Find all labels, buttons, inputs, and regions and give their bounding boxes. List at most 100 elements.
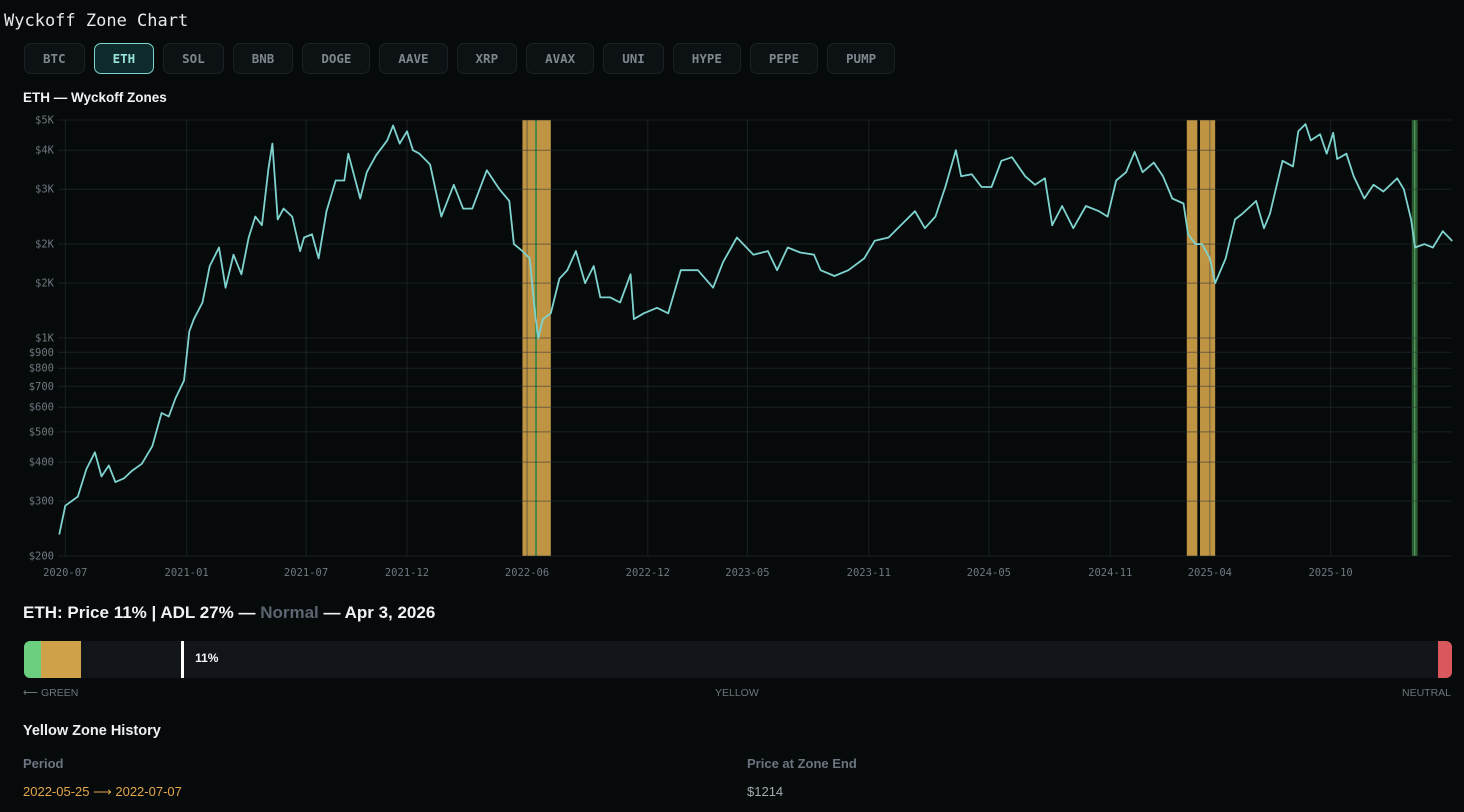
history-row-price: $1214 — [747, 784, 784, 799]
price-point — [1336, 158, 1339, 160]
tab-pepe[interactable]: PEPE — [749, 43, 819, 74]
price-point — [168, 415, 170, 418]
price-point — [325, 210, 328, 213]
price-point — [201, 301, 204, 304]
price-point — [1201, 243, 1203, 245]
price-point — [833, 275, 836, 277]
price-point — [980, 186, 983, 188]
gauge-value-label: 11% — [195, 651, 219, 665]
price-point — [508, 200, 511, 202]
price-point — [1098, 210, 1100, 213]
price-point — [94, 451, 96, 454]
coin-tab-bar: BTC ETH SOL BNB DOGE AAVE XRP AVAX UNI HYPE PEPE PU… — [24, 43, 896, 74]
price-point — [813, 253, 815, 256]
price-point — [897, 227, 899, 229]
price-point — [513, 243, 515, 245]
gauge-green-segment — [24, 641, 42, 678]
price-point — [1182, 202, 1185, 205]
price-point — [232, 253, 235, 256]
price-point — [1403, 188, 1405, 190]
price-point — [140, 463, 143, 465]
price-point — [534, 312, 536, 315]
price-point — [679, 269, 682, 271]
price-point — [151, 445, 154, 447]
y-tick-label: $400 — [29, 457, 54, 469]
x-tick-label: 2023-11 — [847, 567, 891, 579]
history-col-price: Price at Zone End — [747, 756, 857, 771]
price-point — [1153, 161, 1155, 164]
price-point — [193, 318, 195, 320]
price-point — [282, 207, 285, 210]
price-point — [1209, 257, 1211, 260]
price-point — [1106, 215, 1109, 218]
price-point — [914, 210, 916, 213]
tab-eth[interactable]: ETH — [93, 43, 155, 74]
y-tick-label: $300 — [29, 496, 54, 508]
price-point — [1269, 213, 1271, 215]
price-point — [599, 296, 602, 299]
x-tick-label: 2021-07 — [284, 567, 328, 579]
price-point — [1061, 205, 1063, 207]
price-point — [633, 318, 635, 320]
price-point — [440, 215, 443, 218]
price-point — [76, 495, 79, 498]
price-point — [863, 257, 865, 260]
y-tick-label: $2K — [35, 239, 55, 251]
price-point — [107, 464, 110, 467]
x-tick-label: 2020-07 — [43, 567, 87, 579]
price-point — [1224, 257, 1227, 260]
price-point — [592, 265, 595, 267]
price-point — [311, 233, 313, 236]
price-point — [629, 273, 632, 276]
price-point — [392, 124, 394, 127]
price-point — [418, 152, 421, 155]
x-tick-label: 2025-10 — [1308, 567, 1352, 579]
price-point — [1162, 175, 1164, 178]
price-point — [406, 130, 408, 133]
tab-sol[interactable]: SOL — [163, 43, 224, 74]
price-point — [174, 397, 177, 400]
tab-xrp[interactable]: XRP — [456, 43, 518, 74]
price-point — [1214, 282, 1216, 284]
price-point — [347, 152, 350, 155]
tab-uni[interactable]: UNI — [603, 43, 664, 74]
tab-avax[interactable]: AVAX — [526, 43, 595, 74]
x-tick-label: 2025-04 — [1188, 567, 1232, 579]
tab-bnb[interactable]: BNB — [232, 43, 294, 74]
tab-aave[interactable]: AAVE — [379, 43, 448, 74]
price-point — [1125, 171, 1127, 174]
tab-btc[interactable]: BTC — [24, 43, 85, 74]
x-tick-label: 2024-05 — [967, 567, 1011, 579]
price-point — [85, 468, 88, 470]
price-chart[interactable]: $5K $4K $3K $2K $2K $1K $900 $800 $700 $600 $500 $4… — [0, 112, 1464, 590]
price-point — [1263, 227, 1265, 229]
price-point — [558, 277, 561, 280]
price-point — [584, 282, 586, 284]
price-point — [1451, 239, 1453, 242]
price-point — [359, 197, 361, 200]
price-point — [736, 236, 738, 239]
price-point — [100, 475, 103, 478]
eth-price-line — [58, 123, 1453, 535]
price-point — [1187, 233, 1189, 236]
price-point — [1352, 175, 1355, 178]
tab-doge[interactable]: DOGE — [302, 43, 371, 74]
app-title: Wyckoff Zone Chart — [4, 11, 189, 31]
price-point — [208, 265, 211, 267]
price-point — [1325, 152, 1328, 155]
price-point — [317, 257, 320, 260]
price-point — [609, 296, 611, 299]
gauge-marker — [181, 641, 185, 678]
price-point — [160, 412, 163, 414]
tab-pump[interactable]: PUMP — [827, 43, 896, 74]
price-point — [1024, 175, 1026, 178]
price-point — [1297, 130, 1300, 133]
price-point — [1194, 243, 1197, 245]
price-point — [990, 186, 993, 188]
price-point — [955, 149, 957, 152]
price-point — [1133, 151, 1136, 153]
tab-hype[interactable]: HYPE — [672, 43, 741, 74]
price-point — [847, 269, 850, 271]
price-point — [887, 236, 890, 239]
price-point — [712, 286, 714, 289]
